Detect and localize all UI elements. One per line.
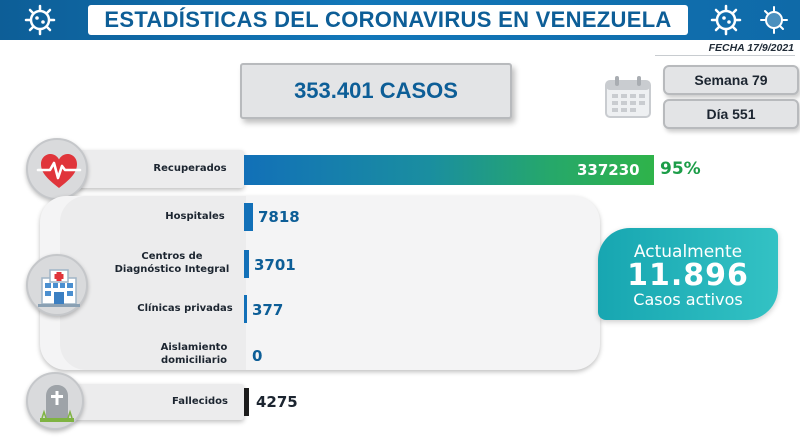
page-title: ESTADÍSTICAS DEL CORONAVIRUS EN VENEZUEL…: [88, 5, 688, 35]
week-badge: Semana 79: [663, 65, 799, 95]
heart-pulse-icon: [36, 154, 82, 188]
report-date: FECHA 17/9/2021: [708, 42, 794, 54]
deaths-bar: [244, 388, 249, 416]
total-cases: 353.401 CASOS: [240, 63, 512, 119]
recovered-value: 337230: [577, 161, 640, 179]
active-cases-subtitle: Casos activos: [633, 290, 743, 309]
cdi-label: Centros de Diagnóstico Integral: [114, 251, 230, 275]
recovered-label: Recuperados: [153, 163, 227, 174]
active-cases-number: 11.896: [627, 258, 749, 293]
divider: [655, 55, 795, 56]
hospitals-bar: [244, 203, 253, 231]
cdi-bar: [244, 250, 249, 278]
active-cases-bubble: [598, 228, 778, 320]
cdi-value: 3701: [254, 256, 296, 274]
day-badge: Día 551: [663, 99, 799, 129]
active-cases-caption: Actualmente: [633, 242, 743, 262]
home-isolation-value: 0: [252, 347, 263, 365]
hospitals-value: 7818: [258, 208, 300, 226]
deaths-label: Fallecidos: [172, 396, 228, 407]
header-bar: ESTADÍSTICAS DEL CORONAVIRUS EN VENEZUEL…: [0, 0, 800, 40]
calendar-icon: [605, 76, 651, 118]
tombstone-icon: [40, 385, 74, 422]
home-isolation-label: Aislamiento domiciliario: [160, 342, 228, 366]
virus-icon: [710, 4, 742, 36]
recovered-bar: [244, 155, 654, 185]
virus-icon: [760, 6, 788, 34]
hospital-icon: [38, 269, 80, 307]
virus-icon: [24, 4, 56, 36]
deaths-value: 4275: [256, 393, 298, 411]
hospital-icon-circle: [26, 254, 88, 316]
private-clinics-bar: [244, 295, 247, 323]
hospitals-label: Hospitales: [165, 211, 225, 222]
recovered-icon-circle: [26, 138, 88, 200]
private-clinics-value: 377: [252, 301, 284, 319]
active-labels-column: [60, 196, 246, 370]
recovered-percent: 95%: [660, 159, 701, 179]
private-clinics-label: Clínicas privadas: [137, 303, 233, 314]
deaths-icon-circle: [26, 372, 84, 430]
